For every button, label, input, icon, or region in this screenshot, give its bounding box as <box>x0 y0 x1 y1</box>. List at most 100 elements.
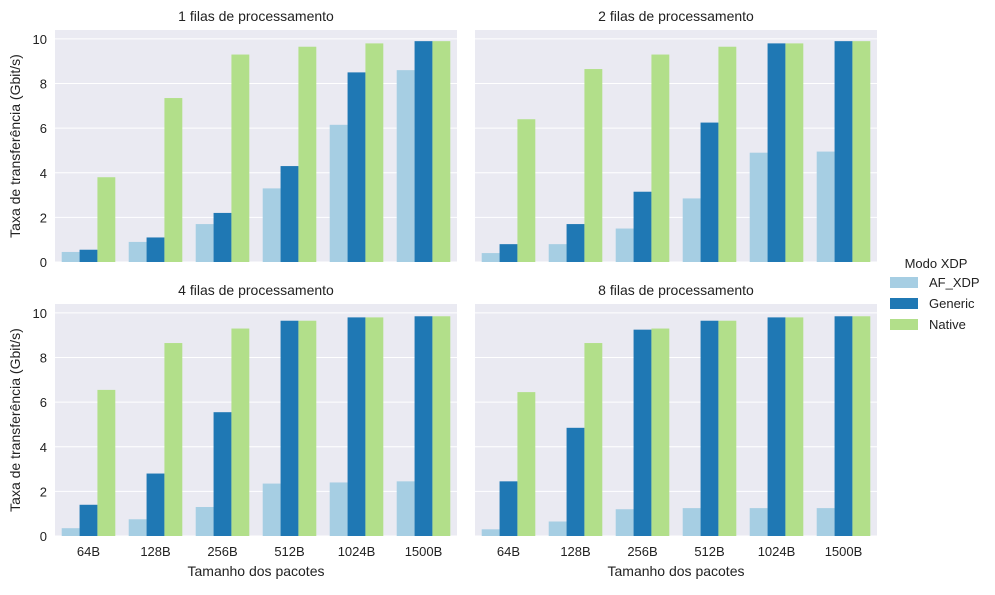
bar-native-128b <box>584 69 603 263</box>
bar-af-xdp-1500b <box>396 70 415 263</box>
bar-af-xdp-512b <box>262 483 281 536</box>
bar-native-512b <box>718 320 737 536</box>
bar-native-1024b <box>785 317 804 536</box>
panel-1: 0 2 4 6 8 10 Taxa de transferência (Gbit/s) 1 f… <box>7 8 457 270</box>
bar-af-xdp-1024b <box>329 124 348 262</box>
bar-native-64b <box>517 392 536 536</box>
bar-af-xdp-128b <box>128 241 147 262</box>
bar-generic-128b <box>566 427 585 536</box>
bar-generic-128b <box>146 237 165 262</box>
x-tick-label: 1500B <box>825 544 863 559</box>
bar-af-xdp-256b <box>615 509 634 536</box>
panel-2: 2 filas de processamento <box>475 8 877 263</box>
bar-af-xdp-256b <box>615 228 634 262</box>
bar-af-xdp-128b <box>548 521 567 536</box>
bar-generic-512b <box>700 122 719 262</box>
y-tick-label: 0 <box>40 255 47 270</box>
bar-native-128b <box>164 343 183 536</box>
bar-af-xdp-1024b <box>329 482 348 536</box>
y-tick-label: 4 <box>40 440 47 455</box>
bar-generic-64b <box>79 504 98 536</box>
bar-af-xdp-256b <box>195 507 214 536</box>
y-tick-label: 8 <box>40 351 47 366</box>
bar-native-64b <box>97 177 116 262</box>
panel-background <box>475 304 877 536</box>
x-tick-label: 128B <box>560 544 590 559</box>
x-tick-label: 1500B <box>405 544 443 559</box>
bar-generic-256b <box>213 412 232 536</box>
bar-af-xdp-1024b <box>749 152 768 262</box>
bar-af-xdp-128b <box>128 519 147 536</box>
bar-af-xdp-128b <box>548 244 567 262</box>
legend-swatch-generic <box>890 298 918 309</box>
bar-af-xdp-64b <box>61 251 80 262</box>
legend-label-generic: Generic <box>929 296 975 311</box>
legend: Modo XDP AF_XDP Generic Native <box>890 256 980 332</box>
bar-af-xdp-512b <box>682 508 701 536</box>
legend-entry-native: Native <box>890 317 966 332</box>
bar-native-256b <box>231 328 250 536</box>
bar-native-512b <box>298 320 317 536</box>
bar-generic-256b <box>633 329 652 536</box>
bar-native-1024b <box>365 43 384 263</box>
x-tick-label: 256B <box>207 544 237 559</box>
panel-title: 8 filas de processamento <box>598 282 754 298</box>
y-tick-label: 4 <box>40 166 47 181</box>
bar-af-xdp-512b <box>262 188 281 262</box>
bar-generic-1500b <box>834 316 853 536</box>
panel-4: 64B 128B 256B 512B 1024B 1500B Tamanho dos pac… <box>475 282 877 579</box>
bar-native-1500b <box>432 41 451 263</box>
bar-generic-256b <box>213 212 232 262</box>
legend-swatch-native <box>890 319 918 330</box>
panel-title: 2 filas de processamento <box>598 8 754 24</box>
bar-generic-1500b <box>414 41 433 263</box>
y-axis-label: Taxa de transferência (Gbit/s) <box>7 328 23 512</box>
x-tick-label: 512B <box>274 544 304 559</box>
bar-generic-256b <box>633 191 652 262</box>
bar-native-1024b <box>365 317 384 536</box>
bar-native-1500b <box>852 41 871 263</box>
panels: 0 2 4 6 8 10 Taxa de transferência (Gbit/s) 1 f… <box>7 8 877 579</box>
y-tick-label: 2 <box>40 484 47 499</box>
bar-native-64b <box>97 389 116 536</box>
panel-title: 1 filas de processamento <box>178 8 334 24</box>
bar-af-xdp-1500b <box>396 481 415 536</box>
x-tick-label: 1024B <box>758 544 796 559</box>
bar-af-xdp-64b <box>481 529 500 536</box>
bar-native-128b <box>164 98 183 263</box>
bar-generic-128b <box>146 473 165 536</box>
bar-generic-1500b <box>834 41 853 263</box>
legend-entry-af-xdp: AF_XDP <box>890 275 980 290</box>
bar-generic-512b <box>280 166 299 262</box>
x-tick-label: 512B <box>694 544 724 559</box>
panel-background <box>55 30 457 262</box>
bar-native-512b <box>298 46 317 262</box>
bar-generic-64b <box>499 481 518 536</box>
x-axis-label: Tamanho dos pacotes <box>188 563 325 579</box>
legend-swatch-af-xdp <box>890 277 918 288</box>
bar-native-512b <box>718 46 737 262</box>
bar-native-64b <box>517 119 536 262</box>
bar-af-xdp-64b <box>61 528 80 536</box>
bar-generic-1024b <box>347 72 366 262</box>
panel-title: 4 filas de processamento <box>178 282 334 298</box>
bar-generic-1024b <box>347 317 366 536</box>
bar-af-xdp-1500b <box>816 151 835 262</box>
y-tick-label: 10 <box>33 32 47 47</box>
bar-native-1500b <box>852 316 871 536</box>
bar-native-256b <box>231 54 250 263</box>
y-tick-label: 10 <box>33 306 47 321</box>
bar-generic-1500b <box>414 316 433 536</box>
bar-native-1024b <box>785 43 804 263</box>
bar-generic-512b <box>280 320 299 536</box>
bar-native-1500b <box>432 316 451 536</box>
y-tick-label: 6 <box>40 395 47 410</box>
panel-background <box>55 304 457 536</box>
y-tick-label: 0 <box>40 529 47 544</box>
x-tick-label: 64B <box>497 544 520 559</box>
bar-generic-64b <box>499 244 518 262</box>
bar-af-xdp-256b <box>195 224 214 262</box>
y-tick-label: 8 <box>40 77 47 92</box>
